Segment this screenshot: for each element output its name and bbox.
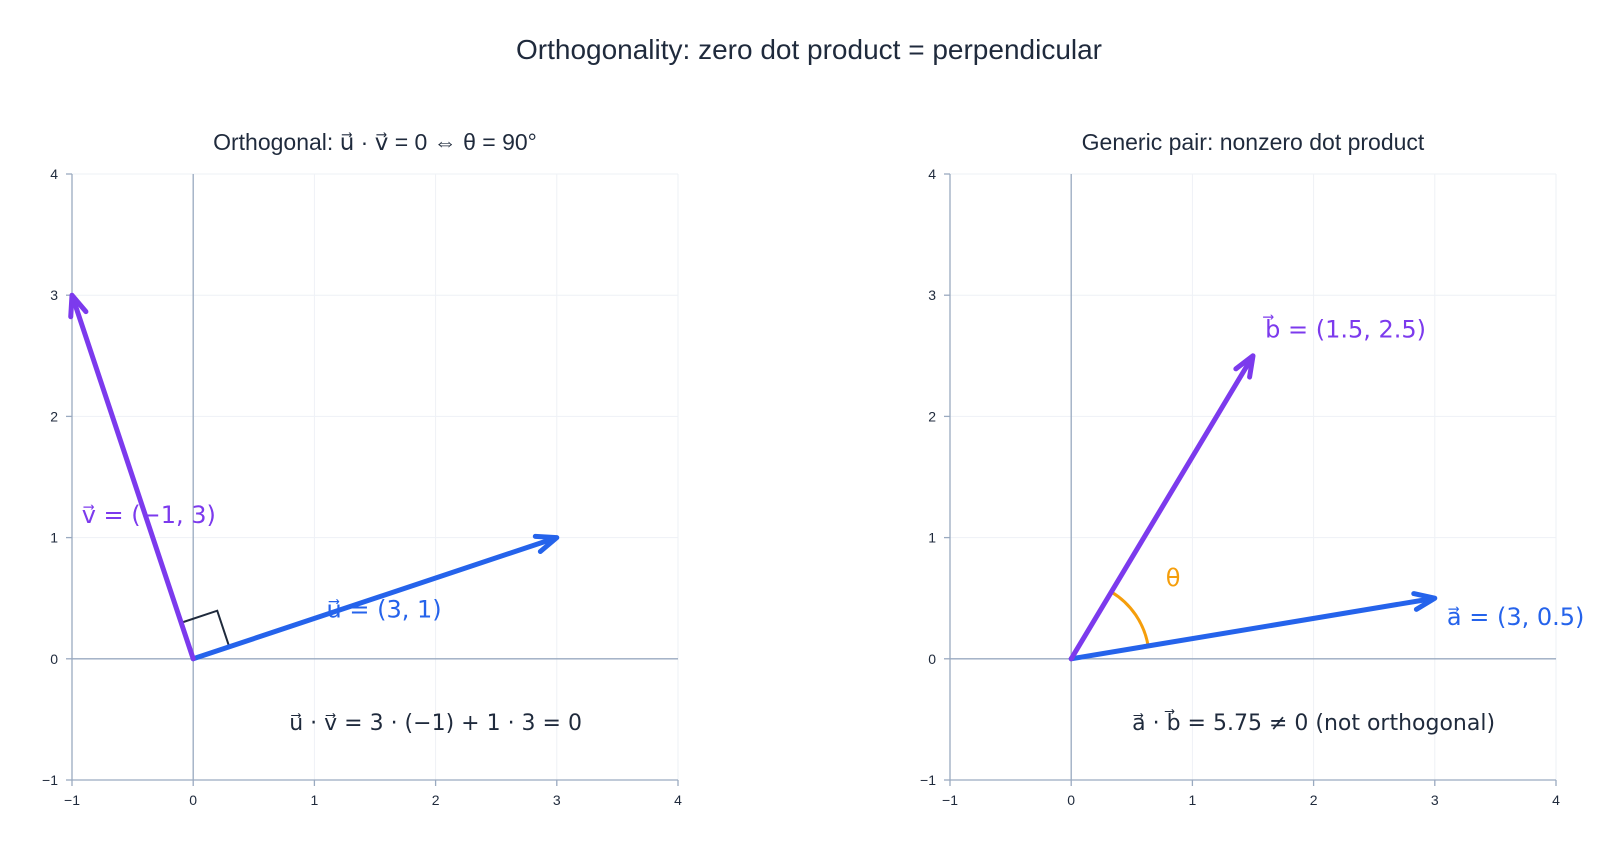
panel-title: Orthogonal: u⃗ · v⃗ = 0 ⇔ θ = 90° [213,129,537,155]
vector-v-label: v⃗ = (−1, 3) [82,501,216,529]
dot-product-equation: a⃗ · b⃗ = 5.75 ≠ 0 (not orthogonal) [1132,709,1495,736]
y-tick-label: 1 [928,530,936,546]
right-angle-marker [180,609,231,648]
y-tick-label: 0 [50,651,58,667]
vector-u-arrowhead [532,533,560,555]
vector-a-shaft [1068,596,1434,662]
panel-generic: Generic pair: nonzero dot product −1 0 1 2 3 4… [920,129,1584,808]
panel-orthogonal: Orthogonal: u⃗ · v⃗ = 0 ⇔ θ = 90° −1 0 1 2 3 4… [42,129,682,808]
y-tick-label: 3 [50,287,58,303]
x-tick-label: −1 [64,792,80,808]
panel-title: Generic pair: nonzero dot product [1082,129,1425,155]
y-tick-label: 2 [928,408,936,424]
x-tick-label: 0 [189,792,197,808]
vector-u-label: u⃗ = (3, 1) [327,596,442,624]
y-tick-label: −1 [920,772,936,788]
x-tick-label: 1 [1189,792,1197,808]
x-tick-label: 4 [1552,792,1560,808]
dot-product-equation: u⃗ · v⃗ = 3 · (−1) + 1 · 3 = 0 [289,711,582,736]
y-tick-label: 2 [50,408,58,424]
vector-b-arrowhead [1233,353,1256,380]
vector-v-arrowhead [68,292,89,320]
vector-v-shaft [70,296,196,662]
x-tick-label: 4 [674,792,682,808]
vector-a-arrowhead [1411,591,1438,612]
x-tick-label: 0 [1067,792,1075,808]
x-tick-label: 1 [311,792,319,808]
y-tick-label: −1 [42,772,58,788]
x-tick-label: 2 [432,792,440,808]
vector-u-shaft [190,536,556,662]
angle-theta-label: θ [1166,564,1181,592]
angle-arc [1110,590,1150,647]
y-tick-label: 4 [928,166,936,182]
figure-title: Orthogonality: zero dot product = perpen… [516,34,1102,65]
y-tick-label: 3 [928,287,936,303]
x-tick-label: 3 [553,792,561,808]
x-tick-label: 2 [1310,792,1318,808]
x-tick-label: 3 [1431,792,1439,808]
y-tick-label: 1 [50,530,58,546]
vector-b-shaft [1068,356,1254,662]
x-tick-label: −1 [942,792,958,808]
y-tick-label: 4 [50,166,58,182]
vector-b-label: b⃗ = (1.5, 2.5) [1262,314,1426,343]
vector-a-label: a⃗ = (3, 0.5) [1447,603,1585,631]
y-tick-label: 0 [928,651,936,667]
